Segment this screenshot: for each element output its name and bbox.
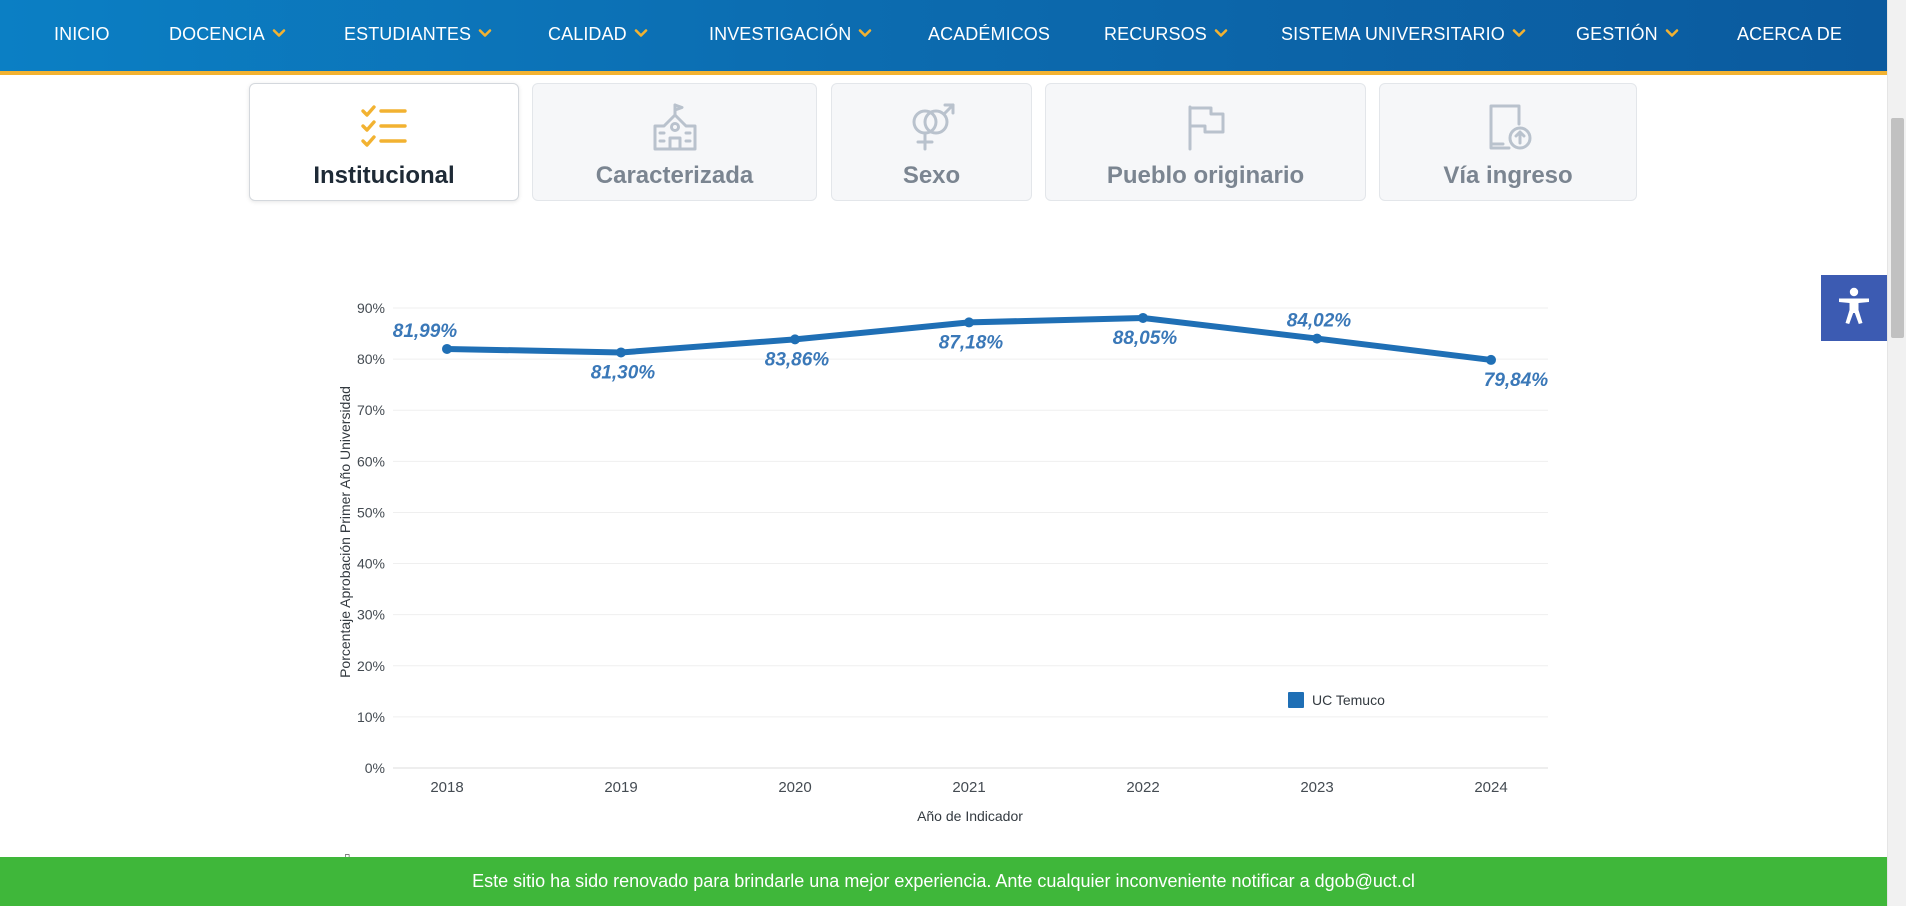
x-tick-label: 2024 — [1474, 779, 1507, 796]
nav-item-inicio[interactable]: INICIO — [54, 24, 110, 45]
school-building-icon — [650, 102, 700, 152]
data-point[interactable] — [616, 347, 626, 358]
y-tick-label: 90% — [357, 300, 385, 316]
data-point[interactable] — [964, 317, 974, 328]
y-tick-label: 10% — [357, 709, 385, 725]
tab-caracterizada[interactable]: Caracterizada — [532, 83, 817, 201]
nav-item-estudiantes[interactable]: ESTUDIANTES — [344, 24, 492, 45]
x-tick-label: 2019 — [604, 779, 637, 796]
x-tick-label: 2022 — [1126, 779, 1159, 796]
nav-item-label: INVESTIGACIÓN — [709, 24, 852, 44]
tab-via-ingreso[interactable]: Vía ingreso — [1379, 83, 1637, 201]
nav-item-label: GESTIÓN — [1576, 24, 1658, 44]
data-label: 81,99% — [393, 321, 458, 342]
tab-pueblo-originario[interactable]: Pueblo originario — [1045, 83, 1366, 201]
y-tick-label: 50% — [357, 504, 385, 520]
nav-item-gestion[interactable]: GESTIÓN — [1576, 24, 1679, 45]
accessibility-button[interactable] — [1821, 275, 1887, 341]
x-tick-label: 2018 — [430, 779, 463, 796]
data-label: 81,30% — [591, 362, 656, 383]
nav-item-label: INICIO — [54, 24, 110, 44]
chart-footer-icon: ▯ — [344, 851, 351, 859]
data-label: 88,05% — [1113, 328, 1178, 349]
data-label: 79,84% — [1484, 370, 1549, 391]
data-point[interactable] — [1312, 333, 1322, 344]
banner-text: Este sitio ha sido renovado para brindar… — [472, 871, 1415, 891]
chevron-down-icon — [478, 26, 492, 40]
chart-legend[interactable]: UC Temuco — [1288, 692, 1385, 708]
data-label: 87,18% — [939, 332, 1004, 353]
y-tick-label: 30% — [357, 607, 385, 623]
chevron-down-icon — [1665, 26, 1679, 40]
tab-label: Sexo — [902, 162, 961, 189]
nav-item-label: ACADÉMICOS — [928, 24, 1051, 44]
tab-sexo[interactable]: Sexo — [831, 83, 1032, 201]
chart-gridlines — [393, 307, 1548, 769]
y-tick-label: 70% — [357, 402, 385, 418]
y-axis-ticks: 0% 10% 20% 30% 40% 50% 60% 70% 80% 90% — [357, 300, 385, 776]
nav-item-label: SISTEMA UNIVERSITARIO — [1281, 24, 1505, 44]
chevron-down-icon — [1512, 26, 1526, 40]
legend-label: UC Temuco — [1312, 692, 1385, 708]
tab-label: Vía ingreso — [1443, 162, 1573, 189]
nav-item-label: RECURSOS — [1104, 24, 1207, 44]
flag-icon — [1181, 102, 1231, 152]
nav-item-label: CALIDAD — [548, 24, 627, 44]
scrollbar-thumb[interactable] — [1891, 118, 1904, 338]
nav-item-label: ESTUDIANTES — [344, 24, 472, 44]
nav-item-calidad[interactable]: CALIDAD — [548, 24, 648, 45]
gender-icon — [907, 102, 957, 152]
y-tick-label: 60% — [357, 453, 385, 469]
chevron-down-icon — [272, 26, 286, 40]
nav-item-label: ACERCA DE — [1737, 24, 1842, 44]
nav-item-docencia[interactable]: DOCENCIA — [169, 24, 286, 45]
data-labels: 81,99% 81,30% 83,86% 87,18% 88,05% 84,02% 79,8… — [393, 311, 1549, 391]
legend-swatch — [1288, 692, 1304, 708]
tab-label: Institucional — [313, 162, 455, 189]
site-renewal-banner: Este sitio ha sido renovado para brindar… — [0, 857, 1887, 906]
data-point[interactable] — [1138, 312, 1148, 323]
x-axis-ticks: 2018 2019 2020 2021 2022 2023 2024 — [430, 779, 1507, 796]
data-label: 84,02% — [1287, 311, 1352, 332]
x-tick-label: 2020 — [778, 779, 811, 796]
y-tick-label: 0% — [365, 760, 385, 776]
chevron-down-icon — [1214, 26, 1228, 40]
nav-item-acerca-de[interactable]: ACERCA DE — [1737, 24, 1842, 45]
x-tick-label: 2021 — [952, 779, 985, 796]
y-tick-label: 40% — [357, 556, 385, 572]
tab-institucional[interactable]: Institucional — [249, 83, 519, 201]
nav-item-investigacion[interactable]: INVESTIGACIÓN — [709, 24, 872, 45]
nav-item-sistema-universitario[interactable]: SISTEMA UNIVERSITARIO — [1281, 24, 1526, 45]
x-axis-title: Año de Indicador — [917, 808, 1023, 824]
checklist-icon — [359, 102, 409, 152]
vertical-scrollbar[interactable] — [1887, 0, 1906, 906]
tab-label: Pueblo originario — [1106, 162, 1305, 189]
y-tick-label: 20% — [357, 658, 385, 674]
nav-item-academicos[interactable]: ACADÉMICOS — [928, 24, 1050, 45]
chevron-down-icon — [634, 26, 648, 40]
y-axis-title: Porcentaje Aprobación Primer Año Univers… — [337, 386, 353, 678]
y-tick-label: 80% — [357, 351, 385, 367]
top-navigation-bar: INICIO DOCENCIA ESTUDIANTES CALIDAD INVE… — [0, 0, 1887, 75]
accessibility-person-icon — [1834, 286, 1874, 331]
data-point[interactable] — [1486, 354, 1496, 365]
nav-item-recursos[interactable]: RECURSOS — [1104, 24, 1228, 45]
tab-label: Caracterizada — [595, 162, 754, 189]
data-label: 83,86% — [765, 349, 830, 370]
data-point[interactable] — [790, 334, 800, 345]
data-point[interactable] — [442, 343, 452, 354]
x-tick-label: 2023 — [1300, 779, 1333, 796]
chevron-down-icon — [858, 26, 872, 40]
nav-item-label: DOCENCIA — [169, 24, 265, 44]
document-upload-icon — [1483, 102, 1533, 152]
series-points — [442, 312, 1496, 365]
